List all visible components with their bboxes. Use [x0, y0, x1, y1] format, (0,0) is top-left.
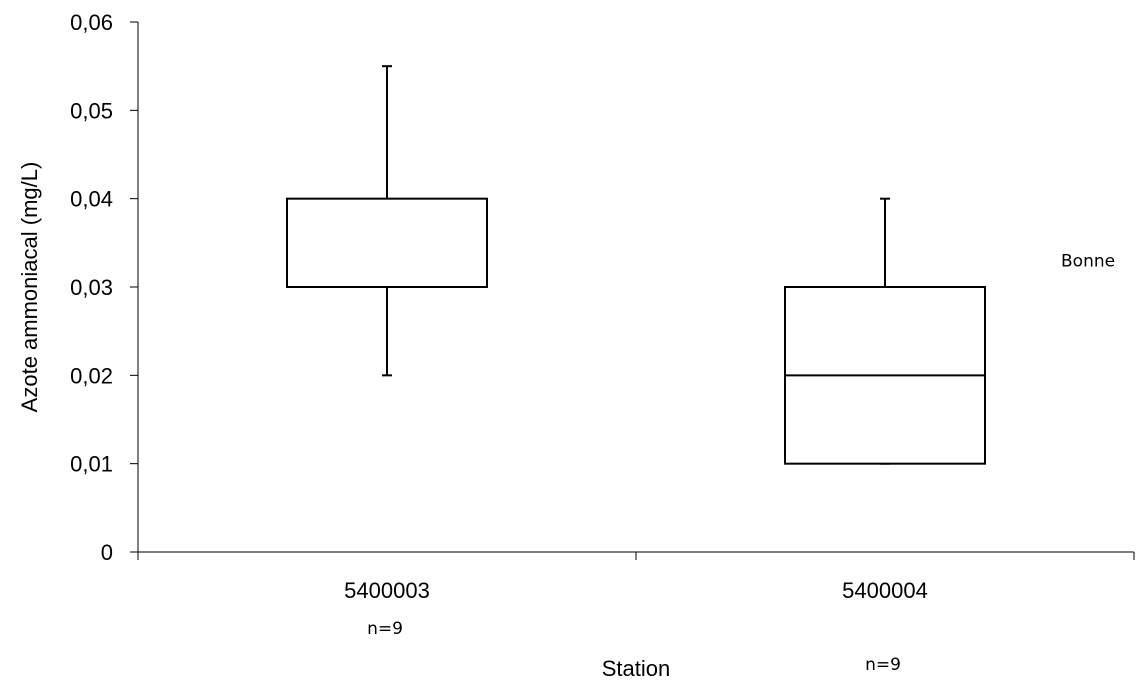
- y-tick-label: 0,05: [70, 98, 113, 123]
- y-tick-label: 0,01: [70, 452, 113, 477]
- y-tick-label: 0,06: [70, 10, 113, 35]
- x-tick-label: 5400004: [842, 578, 928, 603]
- labels: Station Azote ammoniacal (mg/L) Bonne: [17, 162, 1115, 681]
- x-axis: 5400003 n=9 5400004 n=9: [137, 551, 1135, 675]
- y-tick-label: 0,03: [70, 275, 113, 300]
- box-5400004: [784, 197, 986, 465]
- y-tick-label: 0,02: [70, 363, 113, 388]
- sample-count-label: n=9: [367, 619, 403, 639]
- y-axis-title: Azote ammoniacal (mg/L): [17, 162, 42, 413]
- x-tick-label: 5400003: [344, 578, 430, 603]
- y-axis: 0 0,01 0,02 0,03 0,04 0,05 0,06: [70, 10, 139, 565]
- interquartile-box: [286, 197, 488, 289]
- boxes: [286, 65, 986, 465]
- y-tick-label: 0,04: [70, 187, 113, 212]
- box-5400003: [286, 65, 488, 377]
- sample-count-label: n=9: [865, 655, 901, 675]
- y-tick-label: 0: [101, 540, 113, 565]
- x-axis-title: Station: [602, 656, 671, 681]
- quality-annotation: Bonne: [1061, 252, 1115, 272]
